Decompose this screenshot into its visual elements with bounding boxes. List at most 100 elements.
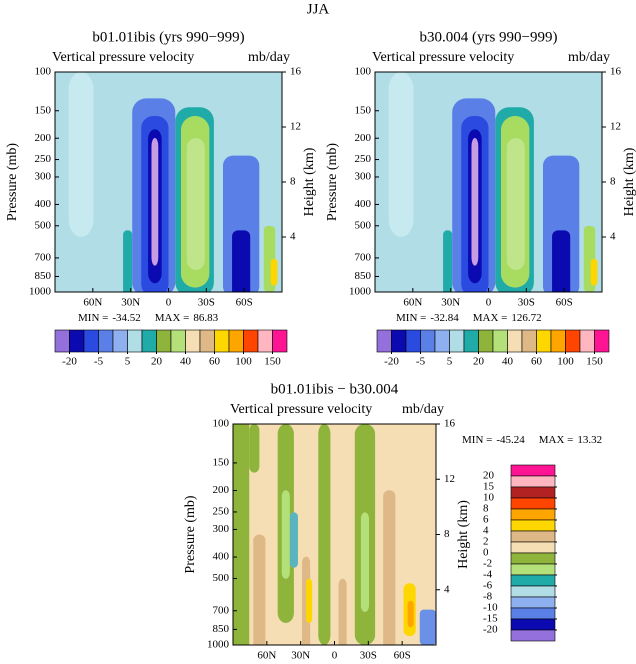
colorbar-box [510, 607, 556, 620]
y2-axis-label: Height (km) [302, 147, 317, 216]
y-tick-label: 150 [355, 104, 372, 116]
y-tick-label: 300 [213, 523, 230, 535]
colorbar-box [510, 519, 556, 532]
colorbar-label: -10 [483, 602, 498, 614]
colorbar-box [228, 329, 244, 353]
contour-region [552, 230, 571, 292]
contour-region [289, 512, 298, 568]
y2-tick-label: 16 [290, 66, 302, 78]
colorbar-box [510, 541, 556, 554]
contour-region [186, 138, 205, 270]
colorbar-box [257, 329, 273, 353]
colorbar-box [510, 629, 556, 642]
y-tick-label: 100 [35, 66, 52, 78]
y-tick-label: 500 [213, 572, 230, 584]
contour-region [419, 609, 436, 645]
colorbar-label: 150 [586, 356, 603, 368]
y-tick-label: 700 [35, 251, 52, 263]
colorbar-box [579, 329, 595, 353]
colorbar-box [510, 596, 556, 609]
y-tick-label: 100 [355, 66, 372, 78]
y-tick-label: 150 [213, 456, 230, 468]
min-max: MIN = -32.84 MAX = 126.72 [396, 312, 542, 324]
y-tick-label: 200 [213, 484, 230, 496]
colorbar-label: -5 [416, 356, 426, 368]
max-value: 126.72 [511, 312, 541, 324]
contour-region [471, 138, 479, 266]
colorbar-box [510, 585, 556, 598]
colorbar-box [376, 329, 392, 353]
contour-region [360, 512, 370, 612]
colorbar-box [594, 329, 610, 353]
contour-field [55, 72, 282, 292]
left-subtitle: Vertical pressure velocity [372, 50, 514, 65]
colorbar-label: -20 [62, 356, 77, 368]
colorbar-box [83, 329, 99, 353]
colorbar-label: 15 [483, 481, 495, 493]
contour-region [443, 230, 453, 292]
contour-region [68, 72, 94, 237]
min-max: MIN = -34.52 MAX = 86.83 [78, 312, 219, 324]
y2-tick-label: 12 [290, 121, 301, 133]
y2-axis-label: Height (km) [456, 500, 471, 569]
x-tick-label: 30N [121, 297, 140, 309]
colorbar-label: 5 [447, 356, 453, 368]
y2-tick-label: 4 [290, 231, 296, 243]
contour-region [249, 424, 260, 473]
x-tick-label: 60N [83, 297, 102, 309]
colorbar-label: 2 [483, 536, 489, 548]
y2-tick-label: 8 [444, 528, 450, 540]
colorbar-label: -20 [483, 624, 498, 636]
colorbar-box [141, 329, 157, 353]
panel-title: b30.004 (yrs 990−999) [419, 29, 557, 45]
colorbar-label: 0 [483, 547, 489, 559]
y-tick-label: 500 [355, 219, 372, 231]
colorbar-label: -4 [483, 569, 493, 581]
contour-region [407, 600, 414, 628]
y-tick-label: 700 [355, 251, 372, 263]
y-tick-label: 200 [355, 132, 372, 144]
y-tick-label: 250 [35, 153, 52, 165]
colorbar-box [550, 329, 566, 353]
x-tick-label: 60S [394, 650, 411, 662]
colorbar-label: 20 [473, 356, 485, 368]
colorbar-box [156, 329, 172, 353]
y-axis-label: Pressure (mb) [325, 143, 340, 221]
colorbar-box [536, 329, 552, 353]
min-value: -32.84 [430, 312, 459, 324]
y-axis-label: Pressure (mb) [5, 143, 20, 221]
y2-axis-label: Height (km) [622, 147, 636, 216]
y-tick-label: 500 [35, 219, 52, 231]
colorbar-label: -8 [483, 591, 493, 603]
min-max: MIN = -45.24 MAX = 13.32 [462, 434, 602, 446]
colorbar-box [510, 508, 556, 521]
left-subtitle: Vertical pressure velocity [230, 402, 372, 417]
colorbar-label: 20 [151, 356, 163, 368]
x-tick-label: 60N [257, 650, 276, 662]
colorbar-box [510, 486, 556, 499]
colorbar-label: 10 [483, 492, 495, 504]
figure-title: JJA [307, 1, 330, 17]
contour-region [388, 72, 414, 237]
max-label: MAX = [155, 312, 190, 324]
contour-field [375, 72, 602, 292]
colorbar-label: -20 [384, 356, 399, 368]
contour-region [233, 424, 436, 645]
colorbar-box [507, 329, 523, 353]
contour-field [233, 424, 436, 645]
y-tick-label: 850 [35, 270, 52, 282]
y-tick-label: 300 [35, 170, 52, 182]
x-tick-label: 30S [198, 297, 215, 309]
colorbar-box [510, 497, 556, 510]
colorbar-box [170, 329, 186, 353]
y2-tick-label: 8 [290, 176, 296, 188]
colorbar-box [405, 329, 421, 353]
right-subtitle: mb/day [248, 50, 290, 65]
contour-region [270, 259, 278, 286]
colorbar-box [112, 329, 128, 353]
y-tick-label: 1000 [207, 639, 230, 651]
colorbar-box [54, 329, 70, 353]
y2-tick-label: 12 [444, 473, 455, 485]
colorbar-label: 60 [209, 356, 221, 368]
x-tick-label: 0 [332, 650, 338, 662]
